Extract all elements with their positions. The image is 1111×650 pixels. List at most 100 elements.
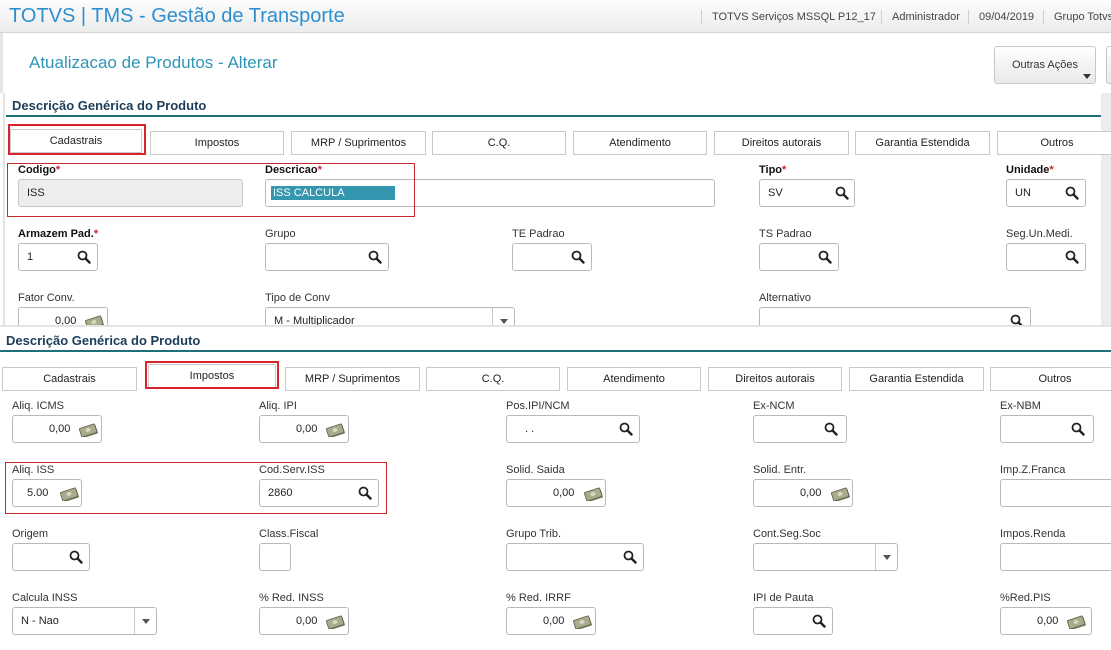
search-icon[interactable] [1065,186,1079,200]
outras-acoes-button[interactable]: Outras Ações [994,46,1096,84]
money-icon[interactable] [326,615,346,629]
te-padrao-label: TE Padrao [512,228,565,240]
money-icon[interactable] [1067,615,1087,629]
red-pis-field[interactable]: 0,00 [1000,607,1092,635]
alternativo-label: Alternativo [759,292,811,304]
money-icon[interactable] [573,615,593,629]
origem-field[interactable] [12,543,90,571]
tab-cq[interactable]: C.Q. [426,367,560,391]
money-icon[interactable] [831,487,851,501]
search-icon[interactable] [824,422,838,436]
pos-ipi-label: Pos.IPI/NCM [506,400,570,412]
aliq-ipi-field[interactable]: 0,00 [259,415,349,443]
ex-ncm-field[interactable] [753,415,847,443]
highlight-iss-fields [5,462,387,514]
ts-padrao-field[interactable] [759,243,839,271]
tab-atendimento[interactable]: Atendimento [567,367,701,391]
tab-outros[interactable]: Outros [990,367,1111,391]
tab-impostos[interactable]: Impostos [150,131,284,155]
unidade-label: Unidade* [1006,164,1054,176]
grupo-trib-field[interactable] [506,543,644,571]
money-icon[interactable] [79,423,99,437]
origem-label: Origem [12,528,49,540]
group-label[interactable]: Grupo Totvs [1043,10,1111,24]
money-icon[interactable] [326,423,346,437]
dropdown-icon[interactable] [492,308,514,325]
solid-entr-field[interactable]: 0,00 [753,479,853,507]
seg-un-field[interactable] [1006,243,1086,271]
ipi-pauta-label: IPI de Pauta [753,592,814,604]
environment-label: TOTVS Serviços MSSQL P12_17 [701,10,876,24]
imp-z-franca-field[interactable] [1000,479,1111,507]
tab-direitos-autorais[interactable]: Direitos autorais [708,367,842,391]
tab-cadastrais[interactable]: Cadastrais [10,129,142,153]
red-irrf-label: % Red. IRRF [506,592,571,604]
tipo-conv-label: Tipo de Conv [265,292,331,304]
tab-atendimento[interactable]: Atendimento [573,131,707,155]
search-icon[interactable] [571,250,585,264]
armazem-field[interactable]: 1 [18,243,98,271]
tab-garantia-estendida[interactable]: Garantia Estendida [855,131,990,155]
scrollbar[interactable] [1101,93,1111,325]
tab-impostos[interactable]: Impostos [148,364,276,388]
top-bar: TOTVS | TMS - Gestão de Transporte TOTVS… [0,0,1111,33]
codigo-field[interactable]: ISS [18,179,243,207]
search-icon[interactable] [1065,250,1079,264]
extra-action-button[interactable] [1106,46,1111,84]
descricao-field[interactable]: ISS CALCULA [265,179,715,207]
search-icon[interactable] [619,422,633,436]
red-inss-field[interactable]: 0,00 [259,607,349,635]
search-icon[interactable] [623,550,637,564]
solid-saida-field[interactable]: 0,00 [506,479,606,507]
cod-serv-iss-field[interactable]: 2860 [259,479,379,507]
search-icon[interactable] [835,186,849,200]
ipi-pauta-field[interactable] [753,607,833,635]
armazem-label: Armazem Pad.* [18,228,99,240]
red-irrf-field[interactable]: 0,00 [506,607,596,635]
search-icon[interactable] [368,250,382,264]
te-padrao-field[interactable] [512,243,592,271]
cod-serv-iss-label: Cod.Serv.ISS [259,464,325,476]
search-icon[interactable] [77,250,91,264]
aliq-icms-field[interactable]: 0,00 [12,415,102,443]
cont-seg-soc-select[interactable] [753,543,898,571]
aliq-icms-label: Aliq. ICMS [12,400,64,412]
tipo-field[interactable]: SV [759,179,855,207]
seg-un-label: Seg.Un.Medi. [1006,228,1073,240]
tab-cq[interactable]: C.Q. [432,131,566,155]
alternativo-field[interactable] [759,307,1031,325]
pos-ipi-field[interactable]: . . [506,415,640,443]
unidade-field[interactable]: UN [1006,179,1086,207]
search-icon[interactable] [812,614,826,628]
tab-garantia-estendida[interactable]: Garantia Estendida [849,367,984,391]
search-icon[interactable] [69,550,83,564]
aliq-iss-label: Aliq. ISS [12,464,55,476]
dropdown-icon[interactable] [875,544,897,570]
search-icon[interactable] [818,250,832,264]
date-label: 09/04/2019 [968,10,1034,24]
search-icon[interactable] [1071,422,1085,436]
calcula-inss-select[interactable]: N - Nao [12,607,157,635]
red-inss-label: % Red. INSS [259,592,324,604]
tab-mrp-suprimentos[interactable]: MRP / Suprimentos [291,131,426,155]
grupo-field[interactable] [265,243,389,271]
tab-cadastrais[interactable]: Cadastrais [2,367,137,391]
left-edge [3,93,5,325]
ex-nbm-field[interactable] [1000,415,1094,443]
ex-nbm-label: Ex-NBM [1000,400,1041,412]
search-icon[interactable] [1010,314,1024,325]
user-label[interactable]: Administrador [881,10,960,24]
impos-renda-field[interactable] [1000,543,1111,571]
dropdown-icon[interactable] [134,608,156,634]
tab-outros[interactable]: Outros [997,131,1111,155]
fator-conv-field[interactable]: 0,00 [18,307,108,325]
tipo-conv-select[interactable]: M - Multiplicador [265,307,515,325]
tab-direitos-autorais[interactable]: Direitos autorais [714,131,849,155]
aliq-ipi-label: Aliq. IPI [259,400,297,412]
tab-mrp-suprimentos[interactable]: MRP / Suprimentos [285,367,420,391]
calcula-inss-label: Calcula INSS [12,592,78,604]
class-fiscal-field[interactable] [259,543,291,571]
money-icon[interactable] [584,487,604,501]
aliq-iss-field[interactable]: 5.00 [12,479,82,507]
money-icon[interactable] [85,315,105,325]
